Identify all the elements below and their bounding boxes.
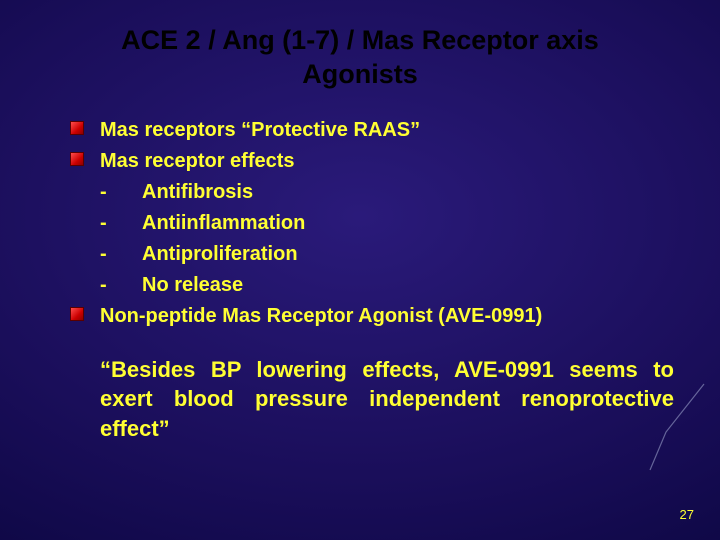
dash-icon: - (100, 271, 142, 300)
bullet-text: Mas receptor effects (100, 150, 295, 172)
title-line-1: ACE 2 / Ang (1-7) / Mas Receptor axis (121, 25, 599, 55)
sub-bullet-text: Antiinflammation (142, 212, 305, 234)
title-line-2: Agonists (302, 59, 418, 89)
sub-bullet-item: -Antiproliferation (70, 240, 684, 269)
bullet-square-icon (70, 307, 84, 321)
sub-bullet-item: -Antiinflammation (70, 209, 684, 238)
bullet-square-icon (70, 121, 84, 135)
sub-bullet-item: -Antifibrosis (70, 178, 684, 207)
quote-paragraph: “Besides BP lowering effects, AVE-0991 s… (70, 355, 684, 444)
dash-icon: - (100, 178, 142, 207)
bullet-item: Mas receptor effects (70, 147, 684, 176)
sub-bullet-text: Antifibrosis (142, 181, 253, 203)
bullet-square-icon (70, 152, 84, 166)
bullet-text: Mas receptors “Protective RAAS” (100, 119, 420, 141)
bullet-text: Non-peptide Mas Receptor Agonist (AVE-09… (100, 305, 542, 327)
slide-title: ACE 2 / Ang (1-7) / Mas Receptor axis Ag… (36, 24, 684, 92)
sub-bullet-text: No release (142, 274, 243, 296)
bullet-item: Mas receptors “Protective RAAS” (70, 116, 684, 145)
sub-bullet-text: Antiproliferation (142, 243, 298, 265)
bullet-item: Non-peptide Mas Receptor Agonist (AVE-09… (70, 302, 684, 331)
sub-bullet-item: -No release (70, 271, 684, 300)
page-number: 27 (680, 507, 694, 522)
dash-icon: - (100, 240, 142, 269)
slide-content: Mas receptors “Protective RAAS” Mas rece… (36, 116, 684, 444)
dash-icon: - (100, 209, 142, 238)
